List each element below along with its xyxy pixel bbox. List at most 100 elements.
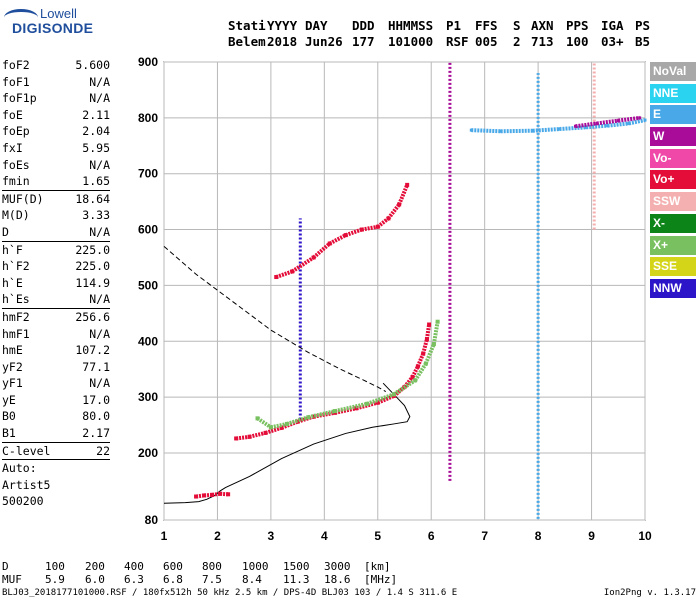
- legend-item-e: E: [650, 105, 696, 125]
- distance-cell-3: 400: [124, 560, 144, 573]
- param-name: h`F: [2, 242, 23, 257]
- param-value: N/A: [89, 74, 110, 89]
- param-value: 225.0: [75, 242, 110, 257]
- y-tick-label: 900: [138, 55, 158, 69]
- e-band-point-segment: [586, 123, 608, 130]
- header-value-6: 005: [475, 34, 498, 49]
- param-row: h`F 225.0: [2, 240, 110, 259]
- param-name: MUF(D): [2, 191, 44, 206]
- x-tick-label: 7: [481, 529, 488, 543]
- header-label-4: HHMMSS: [388, 18, 434, 33]
- legend-item-sse: SSE: [650, 257, 696, 277]
- header-value-9: 100: [566, 34, 589, 49]
- param-name: B1: [2, 426, 16, 441]
- trace-segment-multihop: [328, 233, 347, 246]
- legend-item-vo: Vo+: [650, 170, 696, 190]
- header-label-6: FFS: [475, 18, 498, 33]
- param-value: N/A: [89, 157, 110, 172]
- param-value: 256.6: [75, 309, 110, 324]
- param-name: B0: [2, 409, 16, 424]
- param-name: h`E: [2, 275, 23, 290]
- param-row: B0 80.0: [2, 408, 110, 425]
- y-tick-label: 800: [138, 111, 158, 125]
- param-value: N/A: [89, 91, 110, 106]
- param-name: foF1p: [2, 91, 37, 106]
- param-name: foEp: [2, 124, 30, 139]
- param-value: 2.17: [82, 426, 110, 441]
- param-value: 5.95: [82, 140, 110, 155]
- param-row: yF2 77.1: [2, 359, 110, 376]
- trace-segment-o-trace: [249, 430, 267, 439]
- param-row: h`E 114.9: [2, 275, 110, 292]
- trace-segment-multihop: [376, 216, 390, 229]
- param-name: hmF2: [2, 309, 30, 324]
- param-value: 2.04: [82, 124, 110, 139]
- legend-item-vo: Vo-: [650, 148, 696, 168]
- param-value: 225.0: [75, 259, 110, 274]
- muf-cell-2: 6.0: [85, 573, 105, 586]
- footer-version: Ion2Png v. 1.3.17: [603, 588, 696, 598]
- param-row: foF1p N/A: [2, 90, 110, 107]
- electron-density-profile: [163, 382, 411, 504]
- footer-file-info: BLJ03_2018177101000.RSF / 180fx512h 50 k…: [2, 588, 458, 598]
- param-value: 1.65: [82, 174, 110, 189]
- param-name: foE: [2, 107, 23, 122]
- param-name: foEs: [2, 157, 30, 172]
- plot-frame: [163, 61, 646, 521]
- w-band-point: [638, 116, 642, 120]
- logo-text-digisonde: DIGISONDE: [12, 20, 94, 36]
- trace-segment-x-trace: [256, 416, 273, 429]
- trace-point-es-low: [226, 492, 231, 497]
- param-value: 114.9: [75, 275, 110, 290]
- distance-cell-5: 800: [202, 560, 222, 573]
- param-row: M(D) 3.33: [2, 207, 110, 224]
- header-label-10: IGA: [601, 18, 624, 33]
- y-tick-label: 200: [138, 446, 158, 460]
- x-tick-label: 8: [535, 529, 542, 543]
- param-name: Auto:: [2, 461, 37, 476]
- param-name: D: [2, 224, 9, 239]
- w-band-point-segment: [596, 118, 619, 126]
- trace-segment-x-trace: [424, 343, 436, 365]
- param-name: h`F2: [2, 259, 30, 274]
- header-value-7: 2: [513, 34, 521, 49]
- param-name: yE: [2, 392, 16, 407]
- param-row: foEp 2.04: [2, 123, 110, 140]
- param-value: N/A: [89, 224, 110, 239]
- param-row: foF2 5.600: [2, 57, 110, 74]
- trace-segment-x-trace: [413, 362, 428, 382]
- trace-segment-o-trace: [416, 352, 426, 368]
- profile-extrapolation: [163, 245, 387, 392]
- trace-segment-o-trace: [424, 324, 432, 340]
- param-row: hmE 107.2: [2, 342, 110, 359]
- param-row: yE 17.0: [2, 392, 110, 409]
- distance-cell-7: 1500: [283, 560, 310, 573]
- distance-cell-8: 3000: [324, 560, 351, 573]
- header-value-8: 713: [531, 34, 554, 49]
- param-value: 80.0: [82, 409, 110, 424]
- x-tick-label: 3: [268, 529, 275, 543]
- param-value: 5.600: [75, 58, 110, 72]
- header-value-4: 101000: [388, 34, 434, 49]
- param-row: yF1 N/A: [2, 375, 110, 392]
- header-label-1: YYYY: [267, 18, 298, 33]
- param-row: MUF(D) 18.64: [2, 189, 110, 208]
- logo-arc-graphic: [4, 9, 38, 26]
- param-value: 2.11: [82, 107, 110, 122]
- muf-cell-0: MUF: [2, 573, 22, 586]
- param-name: M(D): [2, 208, 30, 223]
- legend-item-ssw: SSW: [650, 192, 696, 212]
- param-name: C-level: [2, 443, 51, 458]
- trace-segment-multihop: [397, 184, 410, 206]
- footer-bar: BLJ03_2018177101000.RSF / 180fx512h 50 k…: [0, 588, 700, 600]
- y-tick-label: 500: [138, 278, 158, 292]
- x-tick-label: 6: [428, 529, 435, 543]
- param-row: fxI 5.95: [2, 140, 110, 157]
- param-row: Artist5: [2, 477, 110, 494]
- header-label-2: DAY: [305, 18, 328, 33]
- header-value-1: 2018: [267, 34, 298, 49]
- param-value: 3.33: [82, 208, 110, 223]
- header-value-3: 177: [352, 34, 375, 49]
- y-tick-label: 80: [145, 513, 159, 527]
- muf-cell-6: 8.4: [242, 573, 262, 586]
